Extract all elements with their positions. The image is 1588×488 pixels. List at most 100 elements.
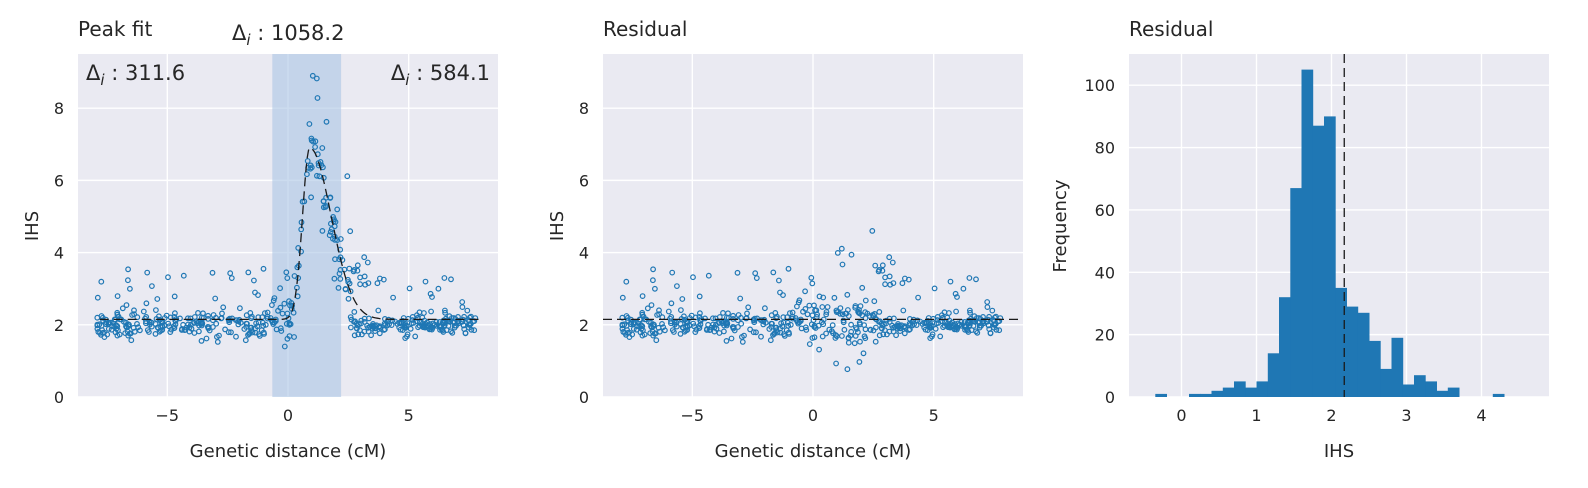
y-tick-label: 8 [54, 99, 64, 118]
y-tick-label: 80 [1095, 139, 1115, 158]
data-point [862, 297, 869, 304]
data-point [855, 329, 861, 336]
data-point [400, 315, 407, 321]
data-point [354, 262, 361, 269]
data-point [872, 262, 879, 269]
panel-title: Residual [603, 17, 687, 41]
x-axis-label: Genetic distance (cM) [715, 441, 912, 462]
data-point [806, 341, 813, 348]
y-tick-label: 0 [1105, 388, 1115, 407]
data-point [294, 264, 301, 271]
data-point [269, 302, 275, 309]
data-point [931, 285, 938, 292]
fit-curve [99, 147, 482, 321]
data-point [114, 293, 121, 300]
data-point [833, 307, 840, 314]
data-point [198, 338, 205, 344]
data-point [893, 332, 899, 339]
data-point [440, 320, 447, 326]
data-point [833, 360, 839, 367]
data-point [374, 280, 381, 287]
x-tick-label: −5 [156, 406, 180, 425]
data-point [335, 285, 342, 291]
data-point [429, 294, 435, 300]
data-point [954, 294, 960, 300]
data-point [702, 315, 708, 322]
y-tick-label: 4 [579, 244, 589, 263]
data-point [464, 307, 471, 314]
data-point [856, 319, 863, 326]
data-point [250, 277, 257, 284]
data-point [191, 330, 198, 336]
data-point [148, 283, 155, 290]
data-point [704, 326, 710, 332]
histogram-bar [1357, 312, 1370, 397]
histogram-bar [1200, 393, 1212, 397]
histogram-bar [1267, 353, 1280, 397]
data-point [697, 310, 703, 317]
y-axis-label: IHS [547, 211, 568, 241]
data-point [890, 280, 897, 287]
histogram-bar [1414, 375, 1426, 397]
data-point [327, 195, 334, 201]
data-point [965, 320, 972, 326]
data-point [851, 340, 858, 347]
data-point [286, 320, 293, 327]
panel-title: Residual [1129, 17, 1213, 41]
data-point [789, 309, 796, 316]
data-point [856, 359, 863, 365]
data-point [743, 315, 750, 321]
data-point [326, 232, 333, 239]
data-point [777, 325, 784, 332]
data-point [668, 300, 675, 307]
data-point [650, 266, 656, 273]
data-point [152, 307, 159, 314]
data-point [932, 325, 939, 332]
data-point [665, 308, 672, 315]
data-point [785, 265, 792, 272]
data-point [205, 312, 212, 319]
data-point [336, 270, 343, 277]
data-point [856, 310, 863, 317]
data-point [911, 321, 917, 328]
data-point [769, 320, 775, 327]
data-point [227, 270, 234, 277]
data-point [989, 307, 996, 314]
data-point [780, 314, 787, 321]
data-point [747, 326, 753, 333]
data-point [656, 307, 662, 314]
data-point [639, 293, 646, 300]
data-point [252, 325, 259, 332]
annotation-right: Δi : 584.1 [391, 61, 490, 89]
data-point [973, 276, 979, 283]
data-point [872, 315, 879, 322]
data-point [177, 315, 183, 322]
data-point [752, 270, 759, 277]
histogram-bar [1492, 393, 1505, 397]
data-point [408, 320, 415, 327]
data-point [650, 323, 657, 330]
data-point [880, 331, 887, 338]
data-point [167, 329, 174, 336]
data-point [314, 95, 321, 101]
residual-scatter-panel: −5 0 5 0 2 4 6 8 Residual Genetic distance (cM)… [547, 17, 1023, 462]
data-point [871, 298, 878, 305]
x-tick-label: 0 [1176, 406, 1186, 425]
data-point [390, 294, 397, 301]
data-point [862, 315, 869, 322]
data-point [299, 198, 306, 205]
data-point [859, 284, 866, 291]
data-point [233, 333, 239, 340]
data-point [823, 309, 830, 315]
data-point [328, 226, 335, 233]
data-point [899, 280, 906, 287]
data-point [922, 326, 929, 333]
data-point [668, 314, 675, 320]
data-point [355, 331, 362, 338]
data-point [195, 310, 201, 316]
data-point [466, 324, 472, 331]
data-point [448, 276, 454, 283]
data-point [304, 158, 311, 164]
data-point [847, 332, 854, 339]
